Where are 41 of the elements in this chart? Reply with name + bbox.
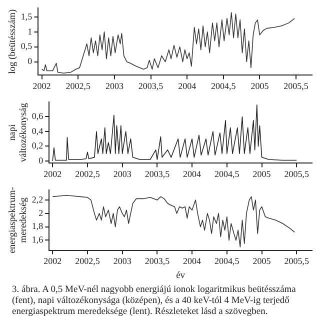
x-axis-title: év xyxy=(176,271,186,282)
y-tick-label: 1 xyxy=(28,26,32,36)
x-tick-label: 2005,5 xyxy=(284,168,310,179)
y-tick-label: 2 xyxy=(38,208,44,218)
y-tick-label: 0,5 xyxy=(20,41,33,52)
y-tick-label: 0,4 xyxy=(32,126,44,136)
y-tick-label: 0 xyxy=(38,155,44,166)
x-tick-label: 2004 xyxy=(183,256,202,266)
x-tick-label: 2004,5 xyxy=(214,256,240,266)
x-tick-label: 2002,5 xyxy=(75,168,100,179)
x-tick-label: 2003 xyxy=(105,80,124,91)
x-tick-label: 2003 xyxy=(113,256,132,266)
y-axis-title: log (beütésszám) xyxy=(8,9,18,74)
x-tick-label: 2003 xyxy=(113,168,132,179)
x-tick-label: 2003,5 xyxy=(144,168,170,179)
x-tick-label: 2002 xyxy=(44,256,62,266)
y-axis-title: napi változékonyság xyxy=(8,102,29,162)
x-tick-label: 2003,5 xyxy=(144,256,170,266)
y-tick-label: 0,2 xyxy=(32,140,44,151)
x-tick-label: 2005 xyxy=(252,168,272,179)
x-tick-label: 2002,5 xyxy=(66,80,91,91)
x-tick-label: 2005,5 xyxy=(284,80,309,91)
x-tick-label: 2004,5 xyxy=(214,168,240,179)
x-tick-label: 2005 xyxy=(252,256,272,266)
x-tick-label: 2002 xyxy=(44,168,62,179)
x-tick-label: 2005 xyxy=(250,80,270,91)
y-tick-label: 0 xyxy=(28,56,33,66)
y-tick-label: 1,6 xyxy=(32,234,44,245)
y-tick-label: 1,5 xyxy=(20,11,33,22)
x-tick-label: 2004 xyxy=(178,80,197,91)
x-tick-label: 2002 xyxy=(32,80,51,91)
y-tick-label: 1,8 xyxy=(32,221,44,232)
x-tick-label: 2002,5 xyxy=(75,256,100,266)
x-tick-label: 2004 xyxy=(183,168,202,179)
x-tick-label: 2004,5 xyxy=(211,80,236,91)
y-tick-label: 2,2 xyxy=(32,194,44,204)
x-tick-label: 2005,5 xyxy=(284,256,310,266)
x-tick-label: 2003,5 xyxy=(138,80,164,91)
text: 3. ábra. A 0,5 MeV-nél nagyobb energiájú ionok logaritmikus beütésszáma (fent), napi változékonysága (középen), és a 40 keV-tól 4 MeV-ig terjedő energiaspektrum meredeksége (lent). Részleteket lásd a szövegben. xyxy=(11,284,297,318)
y-axis-title: energiaspektrum-meredekség xyxy=(8,186,29,254)
y-tick-label: 0,6 xyxy=(32,111,44,122)
